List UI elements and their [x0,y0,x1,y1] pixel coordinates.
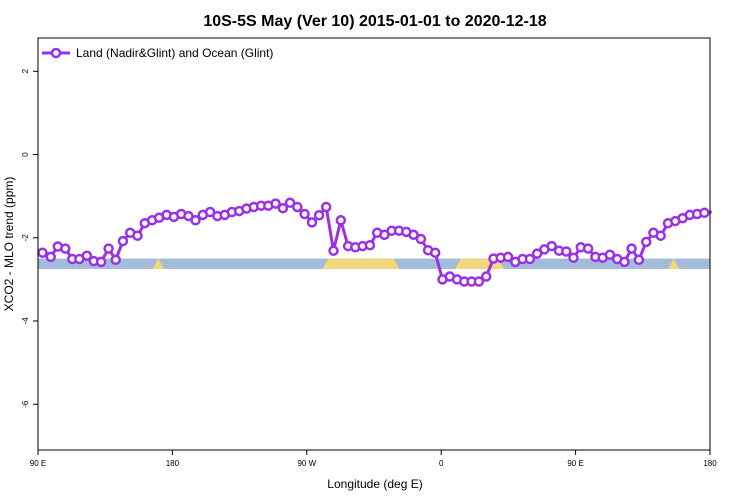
data-point [408,229,419,241]
y-tick-label: 0 [21,152,30,157]
data-point [60,243,71,254]
x-tick-label: 180 [703,459,717,468]
data-point [204,206,216,218]
y-axis: 2 0 -2 -4 -6 [21,69,38,408]
data-point [306,217,318,228]
data-point [132,230,143,241]
data-point [582,243,594,254]
data-point [190,215,201,226]
plot-frame [37,37,711,451]
data-point [429,247,441,258]
data-point [117,235,129,247]
data-point [502,251,514,263]
data-point [568,252,579,263]
data-point [524,253,536,265]
data-point [699,207,710,219]
data-point [335,215,347,226]
data-point [313,210,325,221]
legend: Land (Nadir&Glint) and Ocean (Glint) [42,46,273,60]
data-point [364,239,376,251]
x-tick-label: 90 E [30,459,46,468]
land-band [322,258,400,269]
surface-band [38,258,710,269]
data-point [328,245,339,256]
data-point [45,251,56,263]
data-point [546,240,557,252]
data-point [37,247,48,258]
data-point [473,276,485,287]
series-layer [37,197,712,287]
data-point [604,249,616,261]
data-point [626,243,637,254]
data-point [633,254,645,266]
data-point [277,202,289,214]
y-tick-label: -2 [21,234,30,242]
land-band [667,258,680,269]
data-point [561,246,572,257]
data-point [103,243,114,254]
land-band [152,258,165,269]
x-tick-label: 90 E [567,459,583,468]
x-axis: 90 E 180 90 W 0 90 E 180 [30,450,717,468]
y-axis-label: XCO2 - MLO trend (ppm) [2,177,16,312]
legend-label: Land (Nadir&Glint) and Ocean (Glint) [76,46,273,60]
data-point [299,208,310,220]
y-tick-label: -4 [21,317,30,325]
x-axis-label: Longitude (deg E) [327,477,422,491]
data-point [81,250,93,261]
y-tick-label: 2 [21,69,30,74]
data-point [110,254,121,266]
data-point [640,236,652,248]
data-point [619,256,630,268]
data-point [284,197,296,209]
data-point [292,201,303,213]
x-tick-label: 0 [439,459,444,468]
data-point [655,230,666,241]
x-tick-label: 180 [166,459,180,468]
legend-marker [50,47,62,59]
data-point [480,271,492,282]
x-tick-label: 90 W [297,459,316,468]
data-point [531,248,543,259]
data-point [320,201,332,213]
y-tick-label: -6 [21,400,30,408]
data-point [95,256,107,268]
data-point [270,198,281,209]
chart-title: 10S-5S May (Ver 10) 2015-01-01 to 2020-1… [203,13,546,30]
data-point [415,233,427,245]
